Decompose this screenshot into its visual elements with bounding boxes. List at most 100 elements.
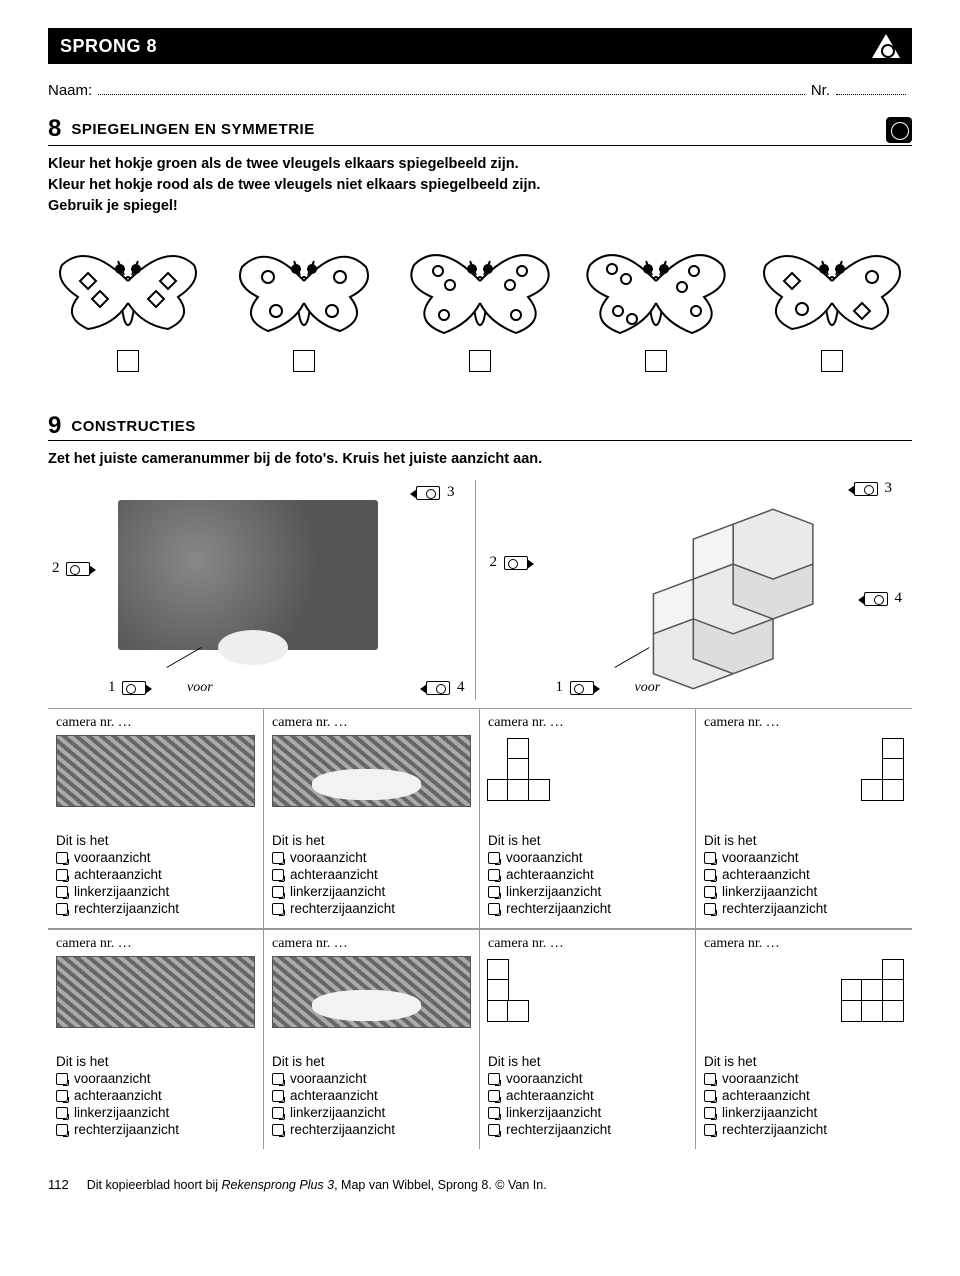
option-row[interactable]: achteraanzicht	[56, 1088, 255, 1103]
camnr-label[interactable]: camera nr. …	[272, 936, 471, 952]
checkbox-icon[interactable]	[488, 869, 500, 881]
option-row[interactable]: vooraanzicht	[704, 850, 904, 865]
nr-field[interactable]	[836, 94, 906, 95]
thumb-grid-7	[488, 960, 529, 1022]
camnr-label[interactable]: camera nr. …	[272, 715, 471, 731]
checkbox-icon[interactable]	[488, 903, 500, 915]
option-row[interactable]: linkerzijaanzicht	[704, 1105, 904, 1120]
checkbox-icon[interactable]	[56, 1124, 68, 1136]
checkbox-icon[interactable]	[272, 1124, 284, 1136]
ditishet-label: Dit is het	[704, 1054, 904, 1069]
butterfly-5-answer[interactable]	[821, 350, 843, 372]
option-row[interactable]: linkerzijaanzicht	[56, 884, 255, 899]
option-row[interactable]: rechterzijaanzicht	[56, 1122, 255, 1137]
checkbox-icon[interactable]	[488, 886, 500, 898]
checkbox-icon[interactable]	[272, 886, 284, 898]
checkbox-icon[interactable]	[272, 869, 284, 881]
checkbox-icon[interactable]	[488, 1107, 500, 1119]
naam-label: Naam:	[48, 82, 92, 99]
camnr-label[interactable]: camera nr. …	[704, 715, 904, 731]
option-row[interactable]: vooraanzicht	[272, 1071, 471, 1086]
camnr-label[interactable]: camera nr. …	[488, 715, 687, 731]
option-row[interactable]: achteraanzicht	[56, 867, 255, 882]
camnr-label[interactable]: camera nr. …	[56, 936, 255, 952]
checkbox-icon[interactable]	[704, 1107, 716, 1119]
checkbox-icon[interactable]	[704, 1124, 716, 1136]
checkbox-icon[interactable]	[488, 1090, 500, 1102]
checkbox-icon[interactable]	[704, 869, 716, 881]
option-row[interactable]: linkerzijaanzicht	[272, 1105, 471, 1120]
option-label: rechterzijaanzicht	[74, 901, 179, 916]
plush-toy	[218, 630, 288, 665]
option-label: vooraanzicht	[74, 850, 151, 865]
section-8-title: SPIEGELINGEN EN SYMMETRIE	[71, 117, 314, 138]
checkbox-icon[interactable]	[272, 852, 284, 864]
option-row[interactable]: achteraanzicht	[704, 1088, 904, 1103]
option-row[interactable]: rechterzijaanzicht	[272, 1122, 471, 1137]
section-8-instructions: Kleur het hokje groen als de twee vleuge…	[48, 154, 912, 217]
option-row[interactable]: vooraanzicht	[56, 1071, 255, 1086]
camnr-label[interactable]: camera nr. …	[704, 936, 904, 952]
option-row[interactable]: rechterzijaanzicht	[272, 901, 471, 916]
checkbox-icon[interactable]	[704, 1073, 716, 1085]
checkbox-icon[interactable]	[56, 1073, 68, 1085]
nr-label: Nr.	[811, 82, 830, 99]
cell-r1c3: camera nr. …	[480, 709, 696, 817]
option-label: linkerzijaanzicht	[290, 1105, 385, 1120]
checkbox-icon[interactable]	[704, 886, 716, 898]
option-row[interactable]: achteraanzicht	[272, 867, 471, 882]
checkbox-icon[interactable]	[56, 869, 68, 881]
checkbox-icon[interactable]	[488, 852, 500, 864]
option-row[interactable]: achteraanzicht	[272, 1088, 471, 1103]
naam-field[interactable]	[98, 94, 805, 95]
checkbox-icon[interactable]	[704, 852, 716, 864]
butterfly-2-answer[interactable]	[293, 350, 315, 372]
option-row[interactable]: linkerzijaanzicht	[272, 884, 471, 899]
option-row[interactable]: rechterzijaanzicht	[488, 901, 687, 916]
checkbox-icon[interactable]	[272, 903, 284, 915]
option-row[interactable]: rechterzijaanzicht	[56, 901, 255, 916]
option-row[interactable]: vooraanzicht	[704, 1071, 904, 1086]
option-row[interactable]: linkerzijaanzicht	[56, 1105, 255, 1120]
option-row[interactable]: linkerzijaanzicht	[704, 884, 904, 899]
checkbox-icon[interactable]	[56, 1107, 68, 1119]
chapter-title: SPRONG 8	[60, 36, 157, 57]
butterfly-3	[400, 231, 560, 372]
camnr-label[interactable]: camera nr. …	[488, 936, 687, 952]
option-row[interactable]: linkerzijaanzicht	[488, 1105, 687, 1120]
option-row[interactable]: achteraanzicht	[488, 867, 687, 882]
thumb-photo-6	[272, 956, 471, 1028]
butterfly-1-answer[interactable]	[117, 350, 139, 372]
option-row[interactable]: vooraanzicht	[488, 850, 687, 865]
checkbox-icon[interactable]	[488, 1073, 500, 1085]
butterfly-4-answer[interactable]	[645, 350, 667, 372]
checkbox-icon[interactable]	[704, 903, 716, 915]
checkbox-icon[interactable]	[488, 1124, 500, 1136]
option-row[interactable]: achteraanzicht	[704, 867, 904, 882]
ditishet-label: Dit is het	[272, 833, 471, 848]
option-row[interactable]: linkerzijaanzicht	[488, 884, 687, 899]
option-row[interactable]: rechterzijaanzicht	[704, 901, 904, 916]
camera-icon	[854, 482, 878, 496]
butterfly-3-answer[interactable]	[469, 350, 491, 372]
option-row[interactable]: vooraanzicht	[488, 1071, 687, 1086]
checkbox-icon[interactable]	[704, 1090, 716, 1102]
option-row[interactable]: vooraanzicht	[56, 850, 255, 865]
camnr-label[interactable]: camera nr. …	[56, 715, 255, 731]
checkbox-icon[interactable]	[272, 1090, 284, 1102]
option-row[interactable]: vooraanzicht	[272, 850, 471, 865]
ditishet-label: Dit is het	[704, 833, 904, 848]
option-row[interactable]: achteraanzicht	[488, 1088, 687, 1103]
chapter-header: SPRONG 8	[48, 28, 912, 64]
checkbox-icon[interactable]	[56, 852, 68, 864]
checkbox-icon[interactable]	[56, 1090, 68, 1102]
checkbox-icon[interactable]	[272, 1107, 284, 1119]
option-row[interactable]: rechterzijaanzicht	[488, 1122, 687, 1137]
checkbox-icon[interactable]	[272, 1073, 284, 1085]
option-label: achteraanzicht	[290, 867, 378, 882]
checkbox-icon[interactable]	[56, 903, 68, 915]
option-label: rechterzijaanzicht	[722, 901, 827, 916]
option-row[interactable]: rechterzijaanzicht	[704, 1122, 904, 1137]
checkbox-icon[interactable]	[56, 886, 68, 898]
option-label: achteraanzicht	[722, 867, 810, 882]
